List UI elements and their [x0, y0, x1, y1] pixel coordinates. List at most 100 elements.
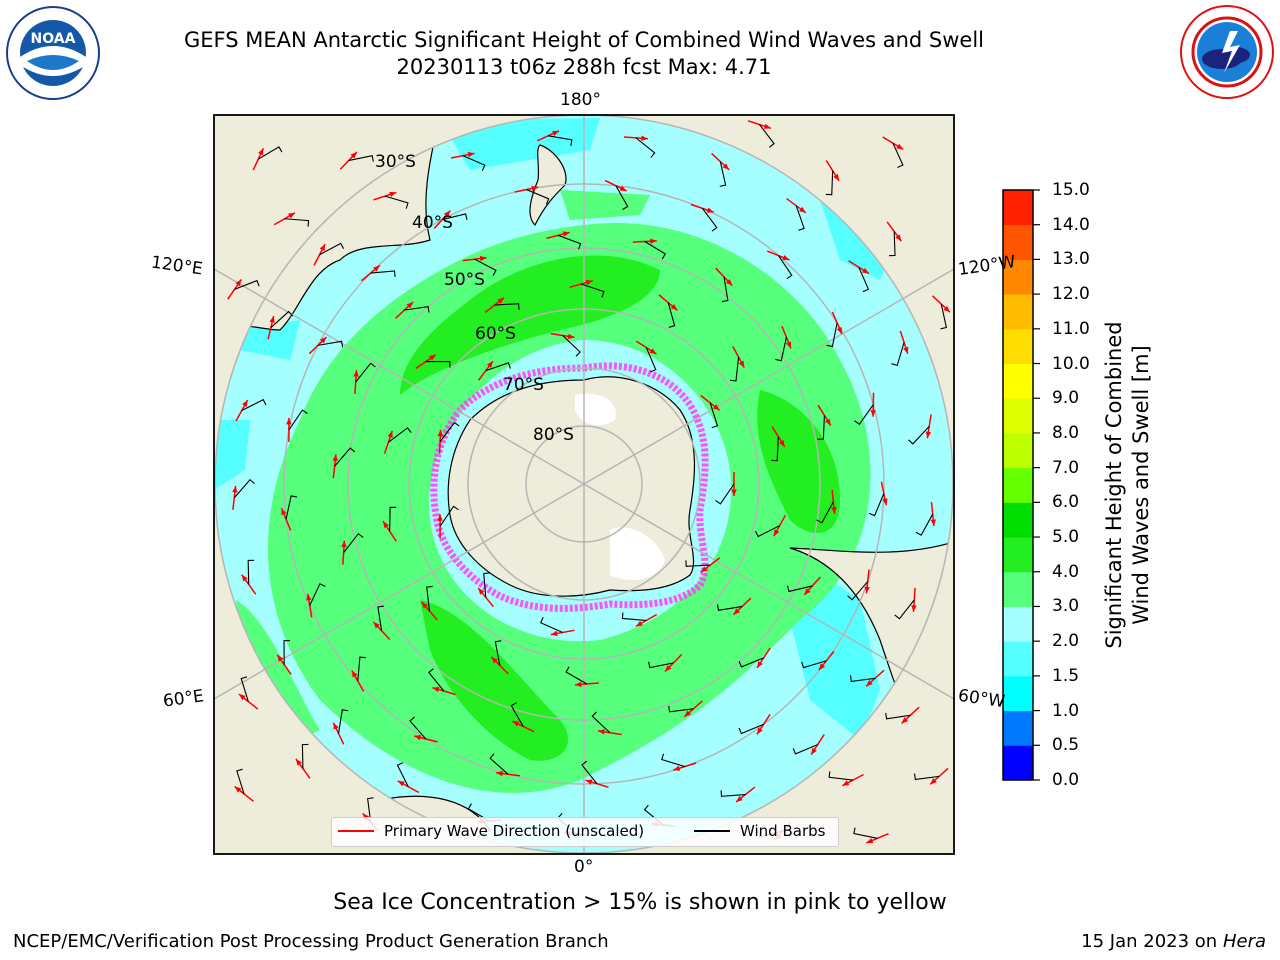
- wave-arrow-head: [700, 566, 708, 573]
- wind-barb: [489, 753, 509, 775]
- wave-arrow-head: [585, 279, 593, 286]
- wind-barb: [425, 361, 451, 368]
- colorbar-segment: [1003, 675, 1033, 712]
- wind-barb: [885, 712, 911, 720]
- wind-barb: [719, 161, 727, 187]
- colorbar-segment: [1003, 432, 1033, 469]
- wave-arrow-head: [757, 660, 763, 668]
- wind-barb: [580, 283, 605, 298]
- wave-arrow-head: [733, 608, 741, 615]
- lon-label-bottom: 0°: [574, 857, 594, 877]
- wind-barb: [384, 195, 409, 209]
- wind-barb: [439, 505, 459, 527]
- wind-barb: [644, 241, 667, 260]
- wind-barb: [817, 415, 825, 440]
- wave-arrow-head: [882, 498, 888, 506]
- wind-barb: [701, 208, 718, 232]
- colorbar-tick-label: 15.0: [1052, 180, 1090, 200]
- wave-arrow-head: [864, 586, 870, 594]
- wind-barb: [775, 337, 787, 362]
- wave-arrow-head: [306, 593, 312, 601]
- wave-arrow-head: [836, 326, 842, 334]
- wind-barb: [894, 599, 915, 620]
- wave-arrow-head: [930, 519, 936, 527]
- wind-barb: [891, 342, 905, 367]
- wave-arrow-head: [670, 304, 678, 311]
- wave-arrow-head: [773, 529, 780, 537]
- wave-arrow-head: [862, 267, 869, 274]
- colorbar-segment: [1003, 294, 1033, 330]
- colorbar-segment: [1003, 190, 1033, 226]
- wave-arrow-head: [414, 734, 422, 741]
- colorbar-tick-label: 5.0: [1052, 527, 1080, 548]
- wind-barb: [389, 506, 397, 532]
- wave-arrow-head: [895, 234, 902, 242]
- wind-barb: [442, 213, 468, 221]
- wave-arrow-head: [320, 336, 327, 344]
- wave-arrow-head: [673, 765, 681, 771]
- wave-arrow-head: [911, 605, 917, 612]
- wave-arrow-head: [288, 212, 295, 219]
- wind-barb: [591, 711, 611, 734]
- wave-arrow-head: [650, 238, 657, 244]
- colorbar-tick-label: 1.5: [1052, 665, 1080, 686]
- wave-arrow-head: [234, 786, 242, 793]
- wind-barb: [754, 525, 780, 538]
- wind-barb: [892, 142, 904, 169]
- colorbar-tick-label: 4.0: [1052, 561, 1080, 582]
- wind-barb: [288, 409, 308, 431]
- wind-barb: [709, 402, 719, 429]
- colorbar-segment: [1003, 641, 1033, 677]
- wind-barb: [233, 478, 255, 499]
- wave-arrow-head: [842, 780, 850, 786]
- wind-barb: [367, 797, 374, 823]
- wind-barb: [319, 242, 345, 256]
- wind-barb: [868, 493, 885, 517]
- wind-barb: [661, 753, 685, 768]
- colorbar-label-line1: Significant Height of Combined: [1102, 321, 1126, 649]
- wind-barb: [439, 421, 460, 443]
- run-date-text: 15 Jan 2023 on: [1081, 931, 1218, 952]
- wave-arrow-head: [242, 399, 248, 407]
- wind-barb: [338, 709, 349, 734]
- wave-arrow-head: [870, 410, 876, 417]
- wave-arrow-head: [825, 418, 831, 426]
- wave-arrow-head: [799, 206, 806, 213]
- legend-label-wave-direction: Primary Wave Direction (unscaled): [384, 822, 645, 840]
- wind-barb: [715, 483, 735, 505]
- wind-barb: [485, 362, 511, 372]
- wave-arrow-head: [341, 540, 347, 548]
- wind-barb: [343, 532, 364, 553]
- wind-barb: [635, 137, 656, 158]
- wave-arrow-head: [277, 654, 284, 662]
- colorbar-segment: [1003, 606, 1033, 642]
- wave-arrow-head: [831, 506, 837, 514]
- wave-arrow-head: [785, 341, 792, 349]
- colorbar-segment: [1003, 571, 1033, 607]
- colorbar-tick-label: 3.0: [1052, 596, 1080, 617]
- wave-arrow-head: [664, 664, 672, 672]
- credit-text: NCEP/EMC/Verification Post Processing Pr…: [13, 931, 609, 952]
- wave-arrow-head: [925, 431, 932, 439]
- colorbar-tick-label: 13.0: [1052, 249, 1090, 270]
- wind-barb: [940, 303, 948, 330]
- wind-barb: [396, 762, 409, 787]
- wind-barb: [771, 436, 779, 462]
- colorbar-segment: [1003, 259, 1033, 295]
- wind-barb: [510, 702, 524, 727]
- graticule: [214, 115, 954, 854]
- colorbar-segment: [1003, 745, 1033, 781]
- wind-barb: [787, 585, 813, 593]
- wind-barb: [738, 723, 764, 735]
- wind-barb: [667, 302, 676, 328]
- wind-barb: [668, 705, 694, 713]
- wind-barb: [377, 605, 384, 631]
- wave-arrow-head: [896, 143, 904, 150]
- colorbar-segment: [1003, 224, 1033, 260]
- wave-arrow-head: [901, 717, 909, 724]
- noaa-logo-text: NOAA: [31, 31, 76, 47]
- colorbar-tick-label: 6.0: [1052, 492, 1080, 513]
- wind-barb: [404, 305, 430, 313]
- wind-barb: [849, 675, 876, 682]
